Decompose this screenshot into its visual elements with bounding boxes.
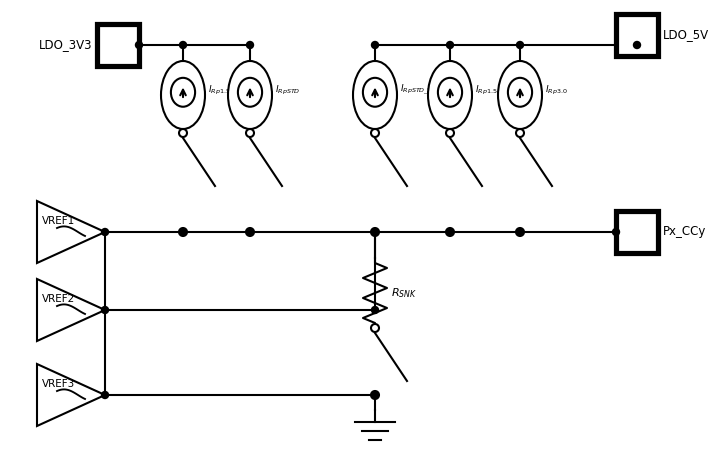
Text: $I_{Rp3.0}$: $I_{Rp3.0}$ (545, 84, 568, 97)
Ellipse shape (438, 78, 462, 107)
Circle shape (246, 129, 254, 137)
Circle shape (446, 228, 454, 236)
Text: LDO_5V: LDO_5V (663, 28, 709, 42)
Polygon shape (37, 364, 105, 426)
Circle shape (179, 129, 187, 137)
Bar (97, 24, 139, 66)
Circle shape (516, 228, 523, 235)
Circle shape (247, 228, 254, 235)
Polygon shape (37, 279, 105, 341)
Circle shape (101, 306, 108, 313)
Circle shape (179, 228, 187, 236)
Circle shape (634, 42, 640, 49)
Text: $I_{RpSTD\_5}$: $I_{RpSTD\_5}$ (400, 83, 432, 97)
Circle shape (101, 228, 108, 235)
Text: LDO_3V3: LDO_3V3 (38, 38, 92, 51)
Circle shape (613, 228, 620, 235)
Circle shape (372, 391, 379, 398)
Circle shape (371, 324, 379, 332)
Circle shape (372, 306, 379, 313)
Circle shape (371, 391, 379, 399)
Text: VREF2: VREF2 (42, 294, 75, 304)
Ellipse shape (353, 61, 397, 129)
Circle shape (371, 228, 379, 236)
Circle shape (371, 129, 379, 137)
Polygon shape (37, 201, 105, 263)
Circle shape (372, 228, 379, 235)
Text: VREF1: VREF1 (42, 216, 75, 226)
Circle shape (135, 42, 143, 49)
Bar (616, 211, 658, 253)
Ellipse shape (238, 78, 262, 107)
Circle shape (447, 42, 454, 49)
Circle shape (179, 42, 186, 49)
Circle shape (372, 228, 379, 235)
Circle shape (179, 228, 186, 235)
Ellipse shape (508, 78, 532, 107)
Ellipse shape (171, 78, 195, 107)
Circle shape (101, 391, 108, 398)
Circle shape (372, 42, 379, 49)
Text: VREF3: VREF3 (42, 379, 75, 389)
Circle shape (446, 129, 454, 137)
Text: $R_{SNK}$: $R_{SNK}$ (391, 286, 417, 300)
Circle shape (516, 129, 524, 137)
Circle shape (246, 228, 254, 236)
Text: $I_{RpSTD}$: $I_{RpSTD}$ (275, 84, 301, 97)
Ellipse shape (363, 78, 387, 107)
Circle shape (516, 228, 524, 236)
Circle shape (516, 42, 523, 49)
Ellipse shape (428, 61, 472, 129)
Text: $I_{Rp1.5}$: $I_{Rp1.5}$ (475, 84, 498, 97)
Text: $I_{Rp1.5}$: $I_{Rp1.5}$ (208, 84, 230, 97)
Ellipse shape (498, 61, 542, 129)
Circle shape (447, 228, 454, 235)
Circle shape (247, 42, 254, 49)
Ellipse shape (228, 61, 272, 129)
Text: Px_CCy: Px_CCy (663, 226, 706, 239)
Ellipse shape (161, 61, 205, 129)
Bar (616, 14, 658, 56)
